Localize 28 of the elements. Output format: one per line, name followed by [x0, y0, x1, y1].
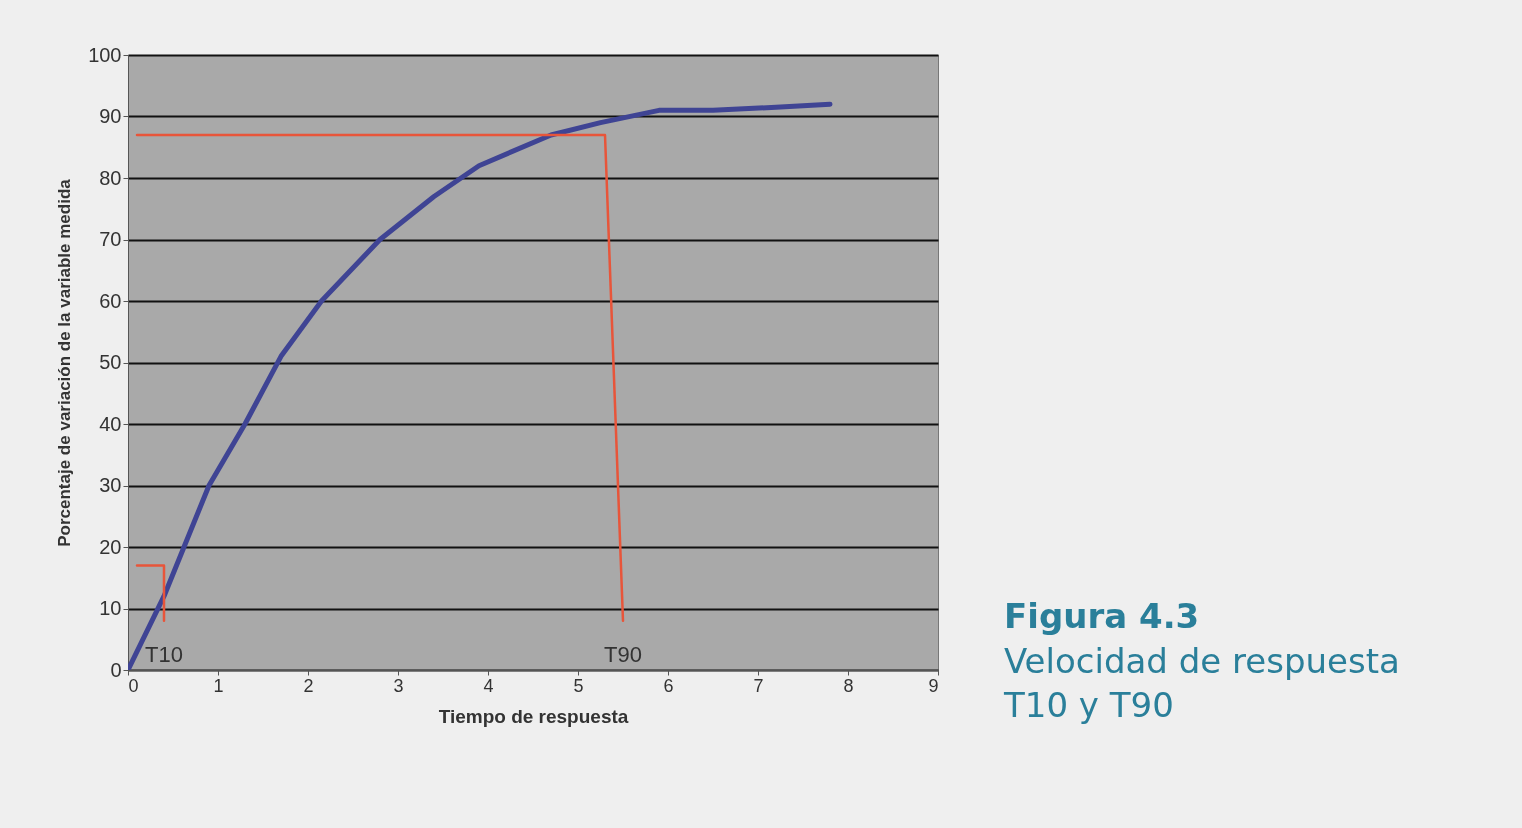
y-tick-label: 100: [88, 43, 122, 66]
series-label: T10: [145, 641, 183, 667]
y-tick-label: 70: [99, 228, 122, 250]
y-tick-label: 80: [99, 166, 122, 189]
y-tick-label: 60: [99, 289, 122, 312]
x-tick-label: 0: [128, 675, 139, 696]
x-axis-title: Tiempo de respuesta: [438, 705, 629, 727]
y-tick-label: 0: [110, 658, 122, 681]
x-tick-label: 6: [663, 675, 674, 696]
y-tick-label: 30: [99, 474, 122, 496]
x-tick-label: 4: [483, 675, 494, 696]
x-tick-label: 2: [303, 675, 314, 696]
x-tick-label: 5: [573, 675, 584, 696]
x-tick-label: 7: [753, 675, 764, 696]
text: T10 y T90: [1004, 683, 1175, 727]
x-tick-label: 1: [213, 675, 224, 696]
x-tick-label: 9: [928, 675, 939, 696]
text: Velocidad de respuesta: [1004, 639, 1400, 683]
x-tick-label: 8: [843, 675, 854, 696]
series-label: T90: [604, 641, 642, 667]
y-tick-label: 40: [99, 412, 122, 435]
y-axis-title: Porcentaje de variación de la variable medida: [55, 178, 75, 547]
x-tick-label: 3: [393, 675, 404, 696]
y-tick-label: 50: [99, 351, 122, 373]
y-tick-label: 10: [99, 597, 122, 619]
y-tick-label: 90: [99, 105, 122, 127]
text: Figura 4.3: [1004, 595, 1201, 639]
y-tick-label: 20: [99, 535, 122, 558]
